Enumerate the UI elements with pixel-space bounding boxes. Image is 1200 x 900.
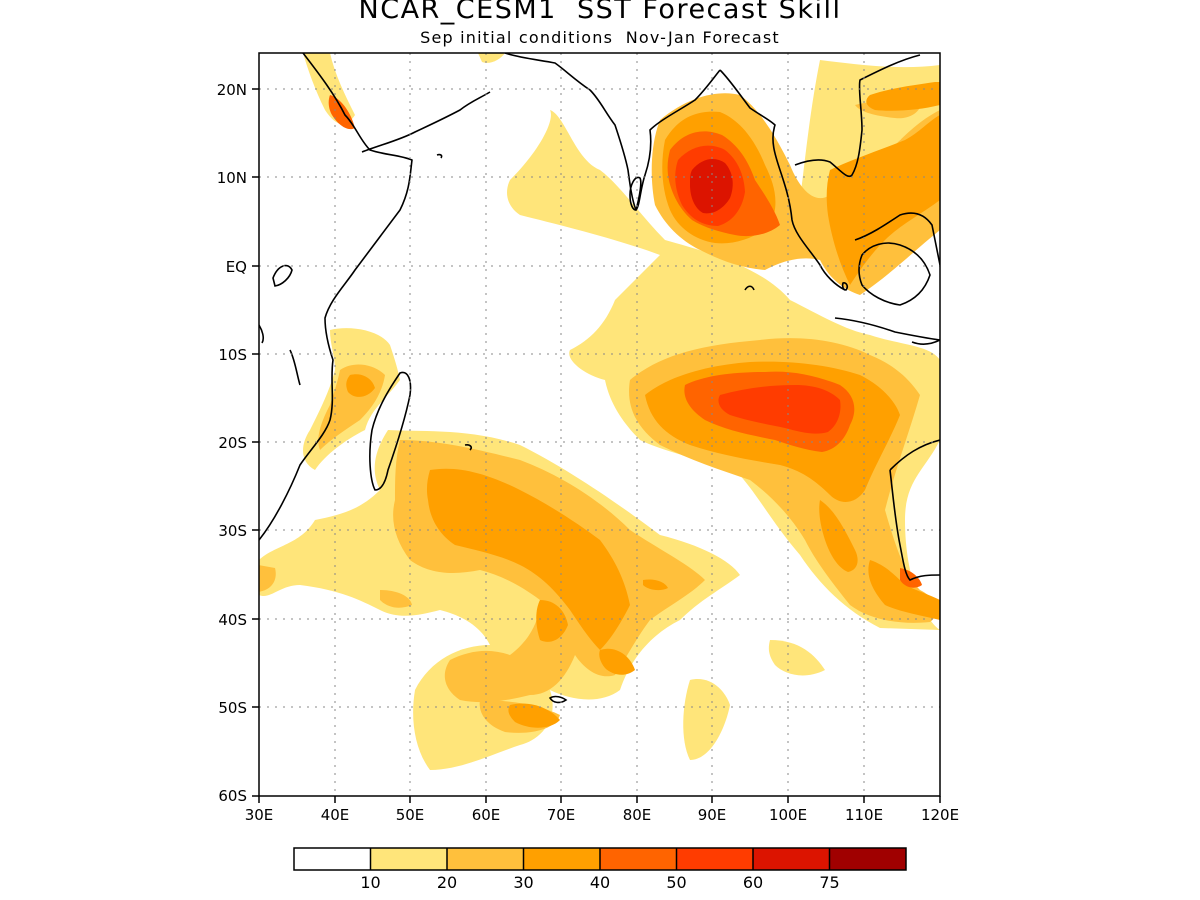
lat-tick-labels: 20N 10N EQ 10S 20S 30S 40S 50S 60S bbox=[217, 81, 247, 805]
lat-label-10n: 10N bbox=[217, 169, 247, 187]
colorbar-label-10: 10 bbox=[360, 873, 380, 892]
lon-tick-labels: 30E 40E 50E 60E 70E 80E 90E 100E 110E 12… bbox=[245, 806, 959, 824]
colorbar-labels: 10 20 30 40 50 60 75 bbox=[360, 873, 839, 892]
lat-label-30s: 30S bbox=[218, 522, 247, 540]
colorbar-label-30: 30 bbox=[513, 873, 533, 892]
lat-label-20s: 20S bbox=[218, 434, 247, 452]
lat-label-60s: 60S bbox=[218, 787, 247, 805]
colorbar-swatch-7 bbox=[829, 848, 906, 870]
colorbar-label-50: 50 bbox=[666, 873, 686, 892]
lat-label-10s: 10S bbox=[218, 346, 247, 364]
colorbar-label-60: 60 bbox=[743, 873, 763, 892]
map-frame bbox=[258, 52, 941, 797]
lon-label-100e: 100E bbox=[769, 806, 807, 824]
skill-contours bbox=[259, 53, 940, 770]
tick-marks bbox=[252, 88, 941, 803]
colorbar-label-20: 20 bbox=[437, 873, 457, 892]
lon-label-70e: 70E bbox=[547, 806, 576, 824]
colorbar: 10 20 30 40 50 60 75 bbox=[293, 847, 907, 892]
colorbar-label-75: 75 bbox=[819, 873, 839, 892]
map-subtitle: Sep initial conditions Nov-Jan Forecast bbox=[420, 28, 780, 47]
colorbar-swatch-0 bbox=[294, 848, 371, 870]
lon-label-80e: 80E bbox=[623, 806, 652, 824]
lat-label-eq: EQ bbox=[226, 258, 247, 276]
map-grid bbox=[259, 53, 940, 796]
colorbar-swatch-2 bbox=[447, 848, 524, 870]
colorbar-swatch-3 bbox=[523, 848, 600, 870]
lon-label-110e: 110E bbox=[845, 806, 883, 824]
coastlines bbox=[259, 53, 940, 581]
colorbar-swatch-5 bbox=[676, 848, 753, 870]
lon-label-60e: 60E bbox=[472, 806, 501, 824]
colorbar-label-40: 40 bbox=[590, 873, 610, 892]
lat-label-20n: 20N bbox=[217, 81, 247, 99]
lon-label-50e: 50E bbox=[396, 806, 425, 824]
colorbar-swatch-6 bbox=[753, 848, 830, 870]
colorbar-swatch-4 bbox=[600, 848, 677, 870]
lon-label-40e: 40E bbox=[321, 806, 350, 824]
lat-label-40s: 40S bbox=[218, 611, 247, 629]
lat-label-50s: 50S bbox=[218, 699, 247, 717]
lon-label-120e: 120E bbox=[921, 806, 959, 824]
skill-band-60-75 bbox=[690, 158, 733, 214]
map-title: NCAR_CESM1 SST Forecast Skill bbox=[358, 0, 842, 25]
islands bbox=[259, 153, 849, 704]
colorbar-swatch-1 bbox=[370, 848, 447, 870]
lon-label-30e: 30E bbox=[245, 806, 274, 824]
lon-label-90e: 90E bbox=[698, 806, 727, 824]
colorbar-outline bbox=[293, 847, 907, 871]
